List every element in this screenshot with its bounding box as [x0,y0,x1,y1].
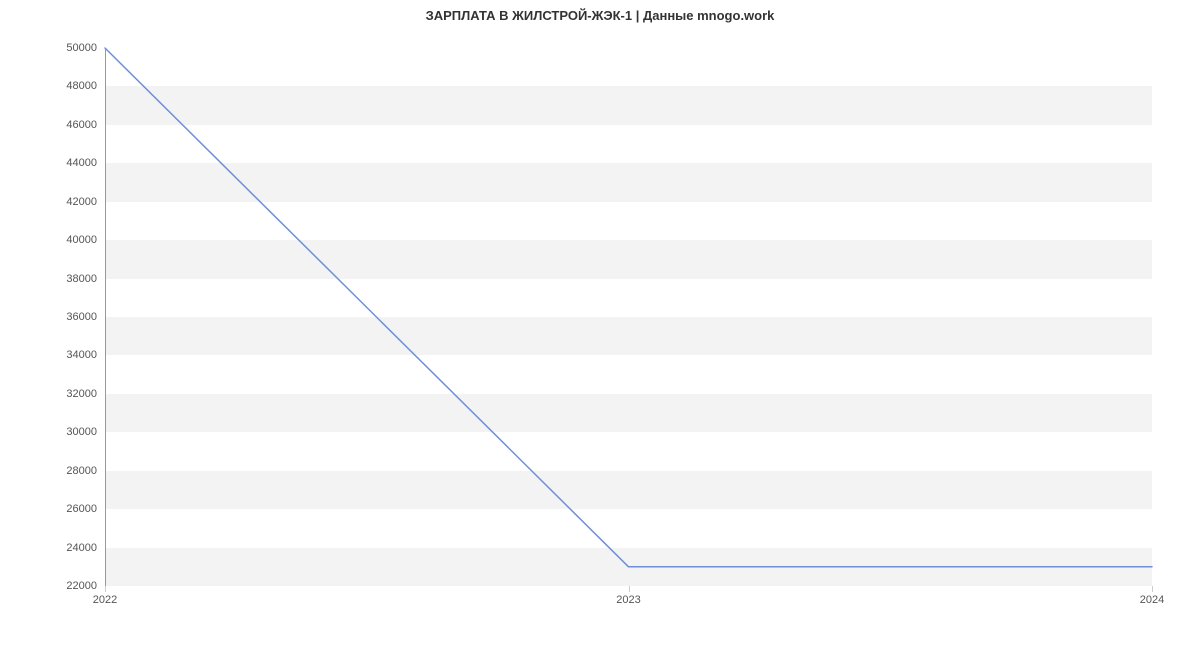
y-tick-label: 32000 [66,388,105,400]
y-tick-label: 34000 [66,349,105,361]
y-tick-label: 24000 [66,542,105,554]
y-tick-label: 30000 [66,426,105,438]
salary-line-chart: ЗАРПЛАТА В ЖИЛСТРОЙ-ЖЭК-1 | Данные mnogo… [0,0,1200,650]
y-tick-label: 48000 [66,80,105,92]
x-tick-label: 2024 [1140,586,1164,606]
x-tick-label: 2023 [616,586,640,606]
y-tick-label: 50000 [66,42,105,54]
y-tick-label: 38000 [66,273,105,285]
y-tick-label: 44000 [66,157,105,169]
y-tick-label: 46000 [66,119,105,131]
plot-area: 2200024000260002800030000320003400036000… [105,48,1152,586]
chart-line-layer [105,48,1152,586]
chart-title: ЗАРПЛАТА В ЖИЛСТРОЙ-ЖЭК-1 | Данные mnogo… [0,8,1200,23]
x-tick-label: 2022 [93,586,117,606]
y-tick-label: 26000 [66,503,105,515]
series-line-salary [105,48,1152,567]
y-tick-label: 36000 [66,311,105,323]
y-tick-label: 28000 [66,465,105,477]
y-tick-label: 40000 [66,234,105,246]
y-tick-label: 42000 [66,196,105,208]
